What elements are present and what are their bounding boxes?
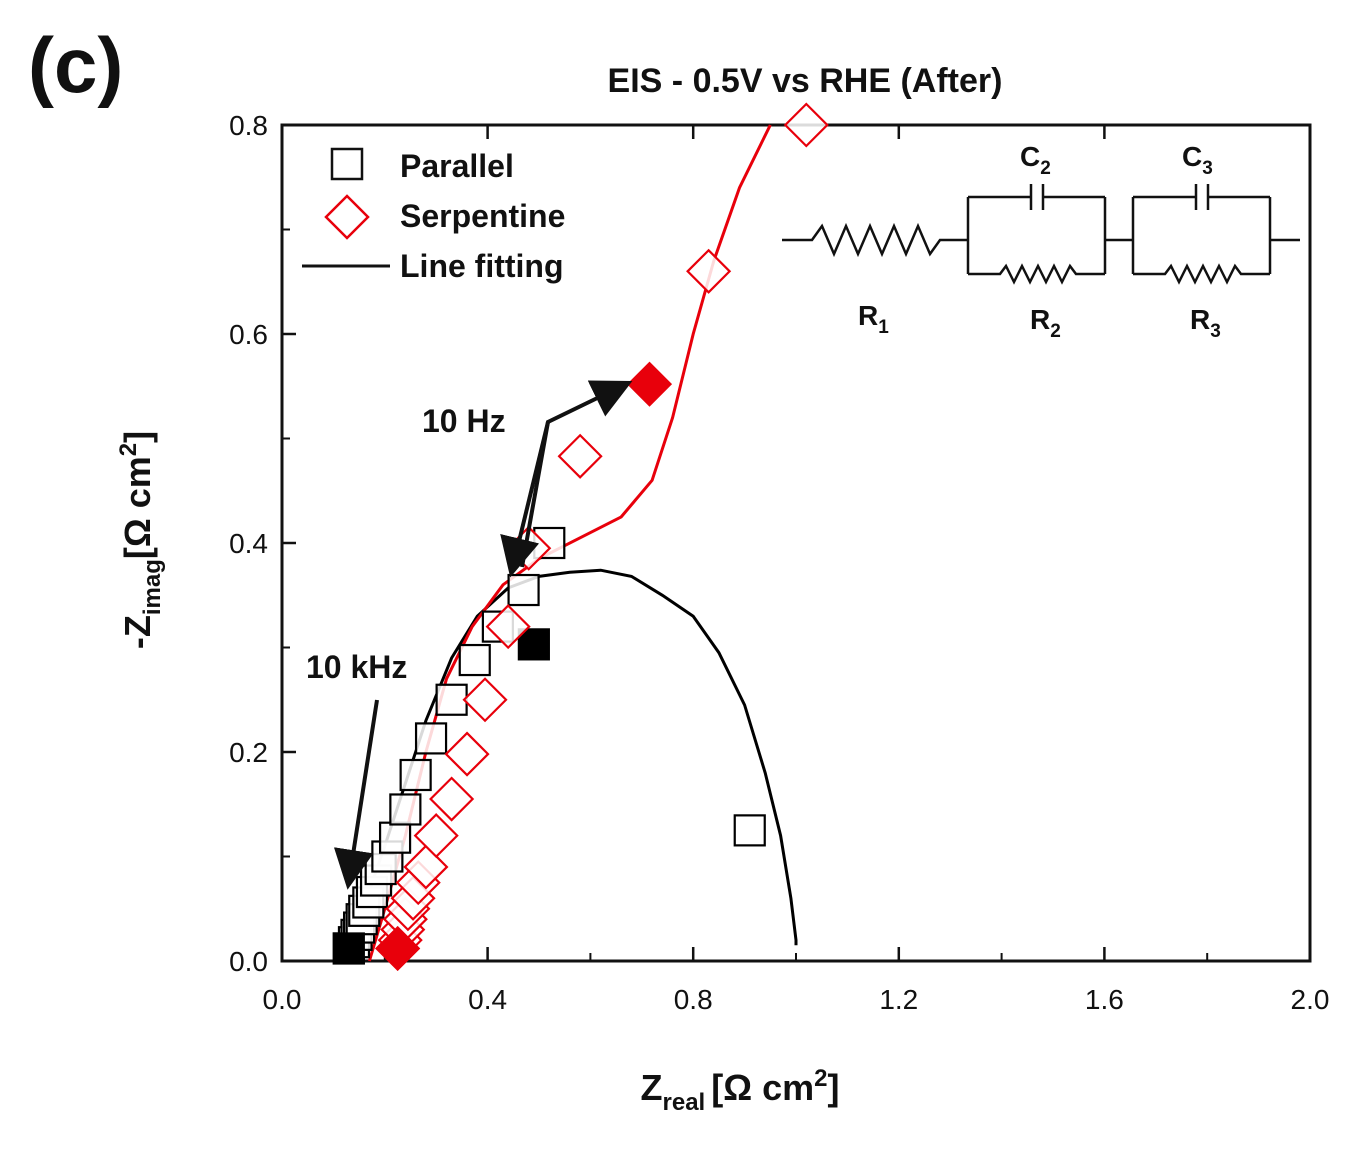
resistor-r2 <box>968 263 1105 285</box>
filled-serpentine-point <box>375 925 421 972</box>
panel-label: (c) <box>28 21 123 109</box>
svg-text:-Zimag[Ω cm2]: -Zimag[Ω cm2] <box>115 431 166 649</box>
circuit-label-c2: C2 <box>1020 141 1051 179</box>
legend-label-parallel: Parallel <box>400 148 514 184</box>
x-tick-label: 1.2 <box>879 984 918 1015</box>
circuit-label-r2: R2 <box>1030 304 1061 342</box>
serpentine-point <box>413 813 459 859</box>
legend-label-serpentine: Serpentine <box>400 198 565 234</box>
y-tick-label: 0.2 <box>229 737 268 768</box>
y-axis-ticks: 0.0 0.2 0.4 0.6 0.8 <box>229 110 296 977</box>
arrow-10hz-down <box>500 421 550 578</box>
y-tick-label: 0.8 <box>229 110 268 141</box>
x-tick-label: 0.8 <box>674 984 713 1015</box>
circuit-label-c3: C3 <box>1182 141 1213 179</box>
y-axis-label: -Zimag[Ω cm2] <box>115 431 166 649</box>
resistor-r3 <box>1133 263 1270 285</box>
x-tick-label: 2.0 <box>1291 984 1330 1015</box>
x-tick-label: 1.6 <box>1085 984 1124 1015</box>
capacitor-c2 <box>968 184 1105 210</box>
filled-parallel-point <box>332 932 365 965</box>
parallel-point <box>507 573 540 607</box>
chart-title: EIS - 0.5V vs RHE (After) <box>608 62 1003 100</box>
parallel-point <box>389 793 422 826</box>
legend-marker-parallel <box>330 147 364 181</box>
circuit-label-r3: R3 <box>1190 304 1221 342</box>
parallel-point <box>414 722 448 755</box>
legend: Parallel Serpentine Line fitting <box>302 147 565 284</box>
parallel-point <box>435 683 468 716</box>
x-tick-label: 0.0 <box>263 984 302 1015</box>
parallel-point <box>378 821 412 854</box>
serpentine-point <box>783 102 829 148</box>
serpentine-point <box>557 433 603 479</box>
filled-serpentine-point <box>626 361 673 407</box>
arrow-10khz <box>333 699 379 890</box>
y-tick-label: 0.4 <box>229 528 268 559</box>
legend-marker-serpentine <box>324 194 370 240</box>
equivalent-circuit <box>782 184 1300 285</box>
data-points <box>332 102 829 972</box>
serpentine-point <box>485 604 531 650</box>
annotation-10khz: 10 kHz <box>306 649 407 685</box>
y-tick-label: 0.0 <box>229 946 268 977</box>
y-tick-label: 0.6 <box>229 319 268 350</box>
serpentine-point <box>429 776 475 822</box>
x-tick-label: 0.4 <box>468 984 507 1015</box>
serpentine-point <box>686 248 732 294</box>
x-axis-ticks: 0.0 0.4 0.8 1.2 1.6 2.0 <box>263 125 1330 1015</box>
resistor-r1 <box>782 222 968 258</box>
serpentine-point <box>462 677 508 723</box>
legend-label-line-fitting: Line fitting <box>400 248 564 284</box>
parallel-block-2-rails <box>1131 197 1272 274</box>
parallel-point <box>733 814 766 847</box>
annotation-10hz: 10 Hz <box>422 403 506 439</box>
x-axis-label: Zreal [Ω cm2] <box>641 1065 840 1116</box>
serpentine-point <box>444 731 490 777</box>
parallel-point <box>399 758 432 792</box>
capacitor-c3 <box>1133 184 1270 210</box>
circuit-label-r1: R1 <box>858 300 889 338</box>
parallel-point <box>458 643 491 677</box>
filled-parallel-point <box>517 628 550 661</box>
parallel-block-1-rails <box>966 197 1107 274</box>
